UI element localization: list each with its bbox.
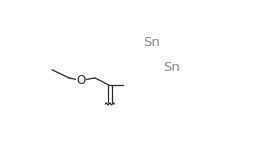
Text: O: O bbox=[76, 74, 86, 87]
Text: Sn: Sn bbox=[163, 61, 180, 74]
Text: Sn: Sn bbox=[143, 36, 160, 49]
